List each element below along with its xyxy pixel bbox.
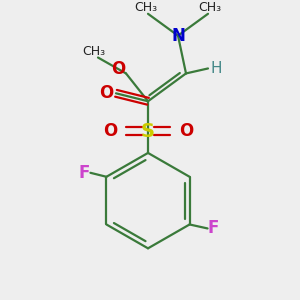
- Text: O: O: [99, 84, 113, 102]
- Text: O: O: [179, 122, 193, 140]
- Text: S: S: [141, 122, 155, 141]
- Text: O: O: [111, 61, 125, 79]
- Text: F: F: [208, 220, 219, 238]
- Text: CH₃: CH₃: [198, 1, 222, 14]
- Text: N: N: [171, 27, 185, 45]
- Text: H: H: [210, 61, 222, 76]
- Text: F: F: [79, 164, 90, 182]
- Text: O: O: [103, 122, 117, 140]
- Text: CH₃: CH₃: [134, 1, 158, 14]
- Text: CH₃: CH₃: [82, 45, 106, 58]
